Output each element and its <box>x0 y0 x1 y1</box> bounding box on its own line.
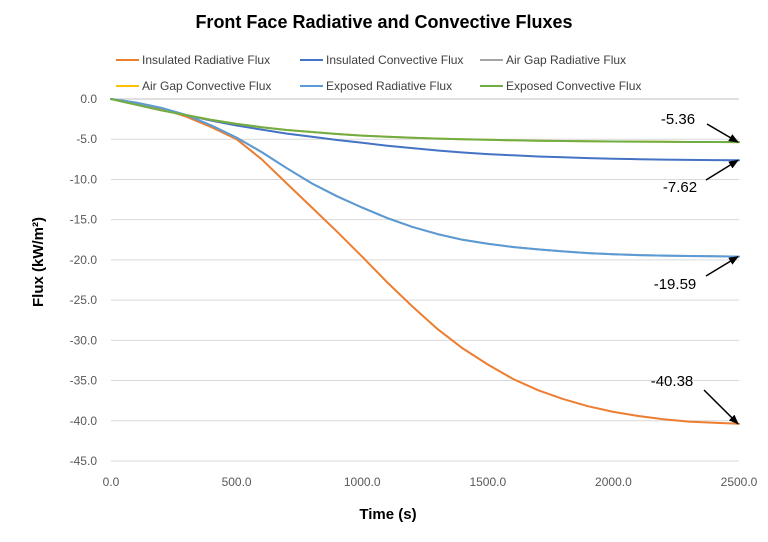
data-label-annotation: -5.36 <box>661 111 695 128</box>
x-tick-label: 2500.0 <box>721 475 758 489</box>
legend-label: Exposed Convective Flux <box>506 79 641 93</box>
x-tick-label: 500.0 <box>222 475 252 489</box>
annotation-arrow <box>705 159 739 181</box>
y-tick-label: -35.0 <box>70 374 98 388</box>
legend: Insulated Radiative Flux Insulated Convec… <box>116 53 641 93</box>
legend-label: Insulated Radiative Flux <box>142 53 270 67</box>
plot-series <box>110 98 740 425</box>
y-tick-label: -45.0 <box>70 454 98 468</box>
annotation-arrow <box>706 123 739 143</box>
legend-label: Exposed Radiative Flux <box>326 79 452 93</box>
data-label-annotation: -40.38 <box>651 373 694 390</box>
series-line-1 <box>110 98 740 425</box>
x-tick-label: 1500.0 <box>469 475 506 489</box>
legend-label: Insulated Convective Flux <box>326 53 463 67</box>
chart-title: Front Face Radiative and Convective Flux… <box>195 12 572 32</box>
y-tick-label: -20.0 <box>70 253 98 267</box>
annotations: -5.36 -7.62 -19.59 -40.38 <box>651 111 739 425</box>
series-line-2 <box>110 98 740 162</box>
series-line-5 <box>110 98 740 258</box>
y-tick-label: -30.0 <box>70 333 98 347</box>
series-line-6 <box>110 98 740 144</box>
y-tick-label: -5.0 <box>76 132 97 146</box>
y-tick-label: 0.0 <box>80 92 97 106</box>
x-tick-label: 1000.0 <box>344 475 381 489</box>
axes: 0.0 -5.0 -10.0 -15.0 -20.0 -25.0 -30.0 -35.0 -40… <box>70 92 758 489</box>
y-tick-label: -25.0 <box>70 293 98 307</box>
y-axis-title: Flux (kW/m²) <box>30 217 47 307</box>
legend-label: Air Gap Convective Flux <box>142 79 271 93</box>
legend-label: Air Gap Radiative Flux <box>506 53 626 67</box>
x-tick-label: 2000.0 <box>595 475 632 489</box>
grid-lines <box>111 98 739 462</box>
y-tick-label: -40.0 <box>70 414 98 428</box>
y-tick-label: -15.0 <box>70 213 98 227</box>
annotation-arrow <box>703 389 739 425</box>
annotation-arrow <box>705 255 739 277</box>
x-axis-title: Time (s) <box>359 506 416 523</box>
data-label-annotation: -19.59 <box>654 276 697 293</box>
x-tick-label: 0.0 <box>103 475 120 489</box>
series-line-4 <box>110 98 740 144</box>
data-label-annotation: -7.62 <box>663 179 697 196</box>
y-tick-label: -10.0 <box>70 172 98 186</box>
